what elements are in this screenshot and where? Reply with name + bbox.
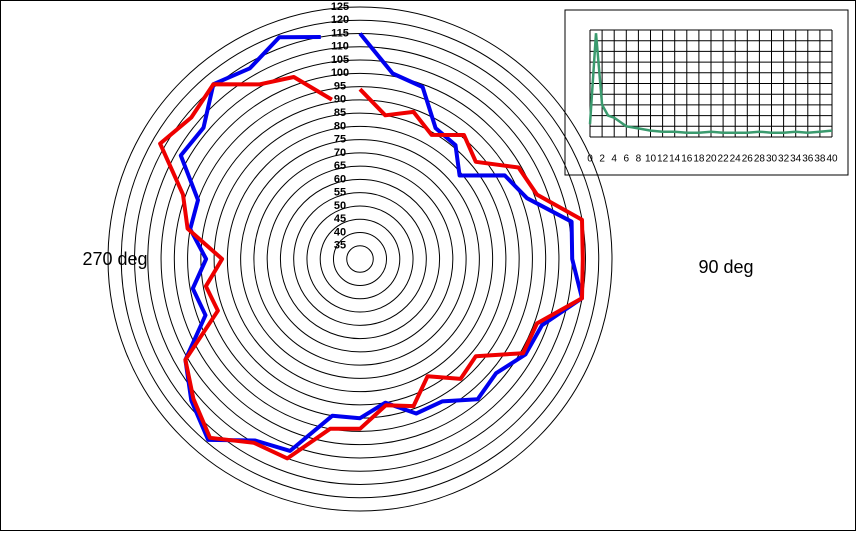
series-line [588, 33, 833, 134]
grid-circle [107, 6, 613, 512]
x-tick-label: 4 [611, 154, 617, 165]
x-tick-label: 20 [705, 154, 717, 165]
r-tick-label: 100 [331, 67, 349, 79]
grid-circle [306, 205, 414, 313]
x-tick-label: 26 [742, 154, 754, 165]
grid-circle [266, 165, 454, 353]
grid-circle [346, 245, 374, 273]
x-tick-label: 18 [693, 154, 705, 165]
r-tick-label: 35 [334, 240, 346, 252]
x-tick-label: 40 [826, 154, 838, 165]
grid-circle [226, 125, 494, 393]
x-tick-label: 32 [778, 154, 790, 165]
r-tick-label: 85 [334, 107, 346, 119]
series-line [158, 75, 585, 461]
annotation: 270 deg [82, 249, 147, 269]
x-tick-label: 14 [669, 154, 681, 165]
r-tick-label: 45 [334, 213, 346, 225]
grid-circle [240, 139, 480, 379]
x-tick-label: 2 [599, 154, 605, 165]
grid-circle [293, 192, 427, 326]
x-tick-label: 36 [802, 154, 814, 165]
r-tick-label: 95 [334, 80, 346, 92]
inset-frame [564, 9, 849, 176]
grid-circle [173, 72, 547, 446]
x-tick-label: 30 [766, 154, 778, 165]
x-tick-label: 16 [681, 154, 693, 165]
r-tick-label: 70 [334, 147, 346, 159]
grid-circle [187, 86, 533, 432]
grid-circle [120, 19, 600, 499]
x-tick-label: 6 [624, 154, 630, 165]
r-tick-label: 80 [334, 120, 346, 132]
r-tick-label: 60 [334, 173, 346, 185]
x-tick-label: 8 [636, 154, 642, 165]
x-tick-label: 22 [718, 154, 730, 165]
r-tick-label: 125 [331, 1, 349, 13]
x-tick-label: 28 [754, 154, 766, 165]
r-tick-label: 75 [334, 134, 346, 146]
x-tick-label: 24 [730, 154, 742, 165]
grid-circle [279, 178, 441, 340]
x-tick-label: 12 [657, 154, 669, 165]
x-tick-label: 10 [645, 154, 657, 165]
r-tick-label: 120 [331, 14, 349, 26]
series-line [178, 32, 584, 453]
r-tick-label: 115 [331, 27, 349, 39]
r-tick-label: 105 [331, 54, 349, 66]
r-tick-label: 40 [334, 226, 346, 238]
x-tick-label: 38 [814, 154, 826, 165]
x-tick-label: 0 [587, 154, 593, 165]
r-tick-label: 55 [334, 187, 346, 199]
r-tick-label: 65 [334, 160, 346, 172]
annotation: 90 deg [698, 257, 753, 277]
grid-circle [332, 231, 388, 287]
grid-circle [160, 59, 560, 459]
grid-circle [319, 218, 401, 300]
grid-circle [213, 112, 507, 406]
r-tick-label: 50 [334, 200, 346, 212]
x-tick-label: 34 [790, 154, 802, 165]
grid-circle [253, 152, 467, 366]
r-tick-label: 110 [331, 41, 349, 53]
r-tick-label: 90 [334, 94, 346, 106]
